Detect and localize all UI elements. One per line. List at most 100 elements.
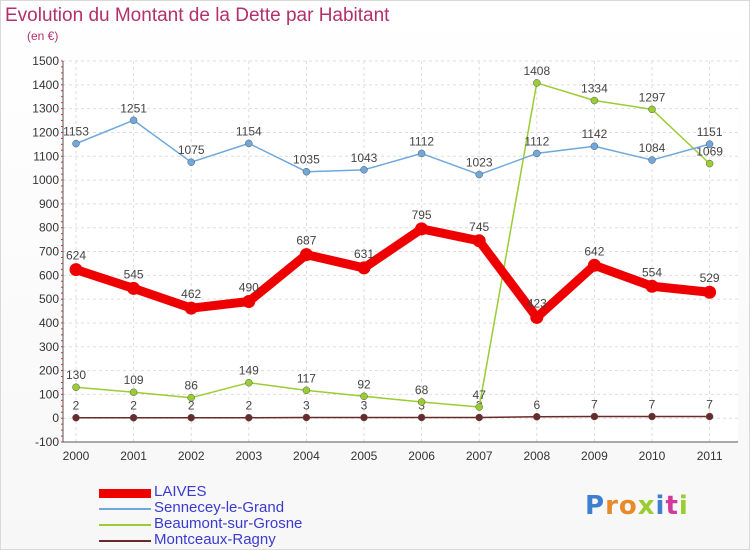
chart-title: Evolution du Montant de la Dette par Hab… — [5, 5, 390, 26]
data-point — [475, 170, 483, 179]
y-tick-label: 500 — [39, 292, 59, 306]
x-tick-label: 2001 — [120, 449, 147, 463]
data-point — [360, 413, 368, 422]
data-label: 490 — [239, 281, 259, 295]
data-point — [648, 412, 656, 421]
data-label: 545 — [124, 267, 144, 281]
data-label: 1153 — [63, 125, 89, 139]
x-tick-label: 2008 — [523, 449, 550, 463]
data-point — [242, 295, 256, 309]
legend-swatch — [99, 488, 151, 498]
y-tick-label: 100 — [39, 387, 59, 401]
data-point — [187, 158, 195, 166]
y-tick-label: 800 — [39, 221, 59, 235]
y-tick-label: 400 — [39, 316, 59, 330]
data-label: 1251 — [120, 101, 147, 115]
data-point — [187, 413, 195, 422]
data-label: 149 — [239, 364, 259, 378]
data-label: 7 — [591, 398, 598, 412]
data-label: 92 — [357, 377, 371, 391]
data-point — [299, 248, 313, 262]
data-point — [129, 388, 138, 396]
data-point — [472, 234, 486, 248]
data-label: 1075 — [178, 143, 205, 157]
data-label: 1154 — [236, 124, 262, 138]
data-point — [302, 167, 311, 176]
x-tick-label: 2004 — [293, 449, 320, 463]
y-tick-label: 1500 — [32, 54, 59, 68]
logo-letter: i — [655, 491, 666, 521]
data-label: 1334 — [581, 82, 608, 96]
data-point — [360, 166, 368, 174]
data-label: 795 — [412, 208, 432, 222]
data-label: 7 — [649, 398, 656, 412]
data-label: 68 — [415, 383, 429, 397]
x-tick-label: 2007 — [466, 449, 493, 463]
data-point — [587, 258, 601, 272]
y-tick-label: 1200 — [32, 125, 59, 139]
data-point — [187, 393, 195, 402]
y-tick-label: 200 — [39, 364, 59, 378]
data-point — [129, 116, 138, 125]
data-point — [533, 413, 541, 421]
data-label: 529 — [700, 271, 720, 285]
legend-label: Beaumont-sur-Grosne — [154, 515, 303, 532]
y-tick-label: 900 — [39, 197, 59, 211]
data-point — [703, 285, 717, 299]
legend-label: Montceaux-Ragny — [154, 531, 276, 548]
y-tick-label: -100 — [35, 435, 59, 449]
data-point — [648, 156, 656, 164]
data-point — [705, 412, 714, 421]
data-label: 1035 — [293, 153, 320, 167]
data-label: 745 — [469, 220, 489, 234]
series-line-3 — [75, 415, 711, 419]
logo-letter: o — [618, 491, 638, 521]
data-label: 1084 — [639, 141, 666, 155]
y-tick-label: 1000 — [32, 173, 59, 187]
data-point — [72, 413, 80, 422]
data-point — [475, 413, 483, 422]
data-point — [302, 413, 311, 422]
x-tick-label: 2006 — [408, 449, 435, 463]
data-label: 642 — [584, 244, 604, 258]
data-point — [127, 281, 141, 295]
data-point — [72, 139, 80, 148]
data-label: 2 — [188, 399, 195, 413]
data-label: 3 — [303, 398, 310, 412]
data-point — [415, 222, 429, 236]
x-tick-label: 2010 — [639, 449, 666, 463]
logo-letter: x — [637, 491, 656, 521]
data-label: 2 — [130, 399, 137, 413]
data-point — [302, 386, 311, 395]
logo-letter: r — [605, 491, 619, 521]
x-tick-label: 2003 — [235, 449, 262, 463]
data-point — [417, 413, 426, 422]
y-tick-label: 600 — [39, 268, 59, 282]
x-tick-label: 2011 — [697, 449, 723, 463]
data-label: 631 — [354, 247, 374, 261]
y-tick-label: 1400 — [32, 78, 59, 92]
legend-label: LAIVES — [154, 483, 207, 500]
data-point — [245, 378, 253, 387]
data-point — [417, 398, 426, 406]
data-point — [530, 310, 544, 324]
data-point — [705, 159, 714, 168]
data-label: 2 — [245, 399, 252, 413]
y-tick-label: 0 — [52, 411, 59, 425]
data-point — [645, 279, 659, 293]
data-label: 462 — [181, 287, 201, 301]
data-label: 1043 — [351, 151, 378, 165]
data-point — [705, 140, 714, 148]
data-label: 1142 — [581, 127, 607, 141]
data-label: 109 — [124, 373, 144, 387]
data-point — [184, 301, 198, 315]
proxiti-logo: Proxiti — [585, 491, 689, 521]
data-label: 1069 — [696, 145, 723, 159]
data-point — [72, 383, 80, 391]
data-label: 423 — [527, 296, 547, 310]
data-point — [357, 261, 371, 275]
logo-letter: i — [678, 491, 689, 521]
data-label: 1112 — [409, 134, 434, 148]
